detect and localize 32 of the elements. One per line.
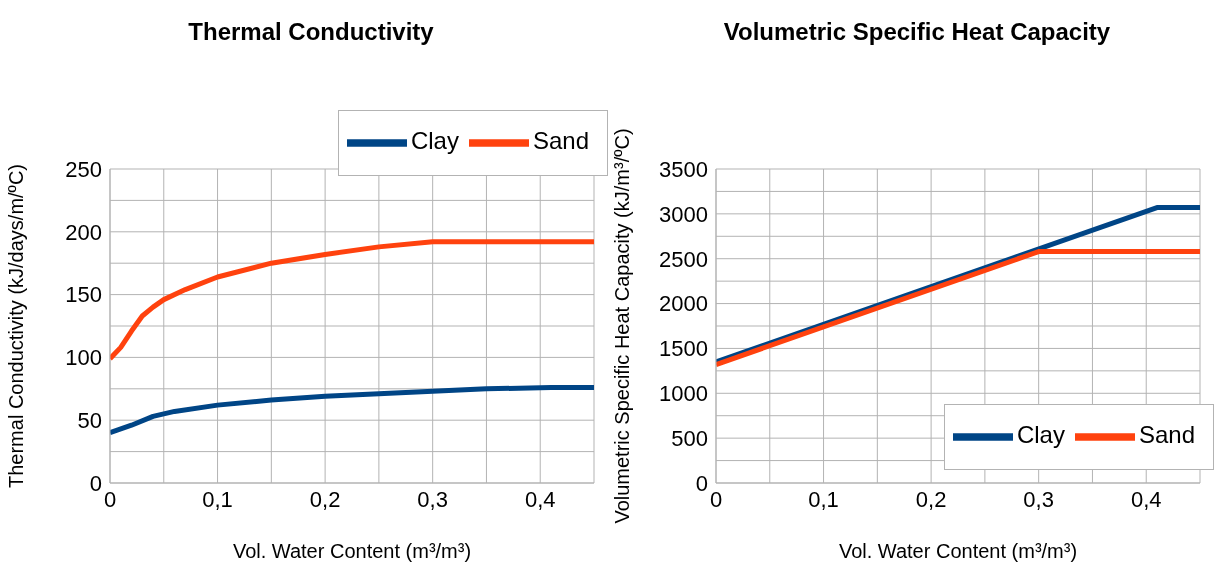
y-axis-title: Thermal Conductivity (kJ/days/m/ºC) [5,163,28,489]
y-tick-label: 150 [65,282,102,308]
legend-label: Clay [1016,421,1065,449]
y-tick-label: 2000 [659,291,708,317]
x-tick-label: 0,4 [1130,486,1162,512]
x-tick-label: 0,1 [202,486,233,512]
x-axis-title: Vol. Water Content (m³/m³) [232,540,472,562]
x-axis-title: Vol. Water Content (m³/m³) [838,540,1078,562]
y-tick-label: 3500 [659,156,708,182]
y-tick-label: 200 [65,219,102,245]
legend-label: Sand [1138,421,1195,449]
legend-label: Sand [532,127,589,155]
x-tick-label: 0,3 [417,486,448,512]
y-tick-label: 0 [89,470,102,496]
y-axis-title: Volumetric Specific Heat Capacity (kJ/m³/ºC) [611,128,634,524]
y-tick-label: 500 [671,425,708,451]
y-tick-label: 1500 [659,336,708,362]
y-tick-label: 1000 [659,381,708,407]
x-tick-label: 0,1 [808,486,839,512]
chart-title: Thermal Conductivity [187,18,435,46]
y-tick-label: 0 [695,470,708,496]
x-tick-label: 0,2 [915,486,947,512]
y-tick-label: 100 [65,345,102,371]
x-tick-label: 0,3 [1023,486,1054,512]
y-tick-label: 3000 [659,201,708,227]
x-tick-label: 0,2 [309,486,341,512]
y-tick-label: 250 [65,156,102,182]
x-tick-label: 0,4 [524,486,556,512]
y-tick-label: 2500 [659,246,708,272]
legend-label: Clay [410,127,459,155]
chart-title: Volumetric Specific Heat Capacity [722,18,1112,46]
y-tick-label: 50 [77,408,102,434]
